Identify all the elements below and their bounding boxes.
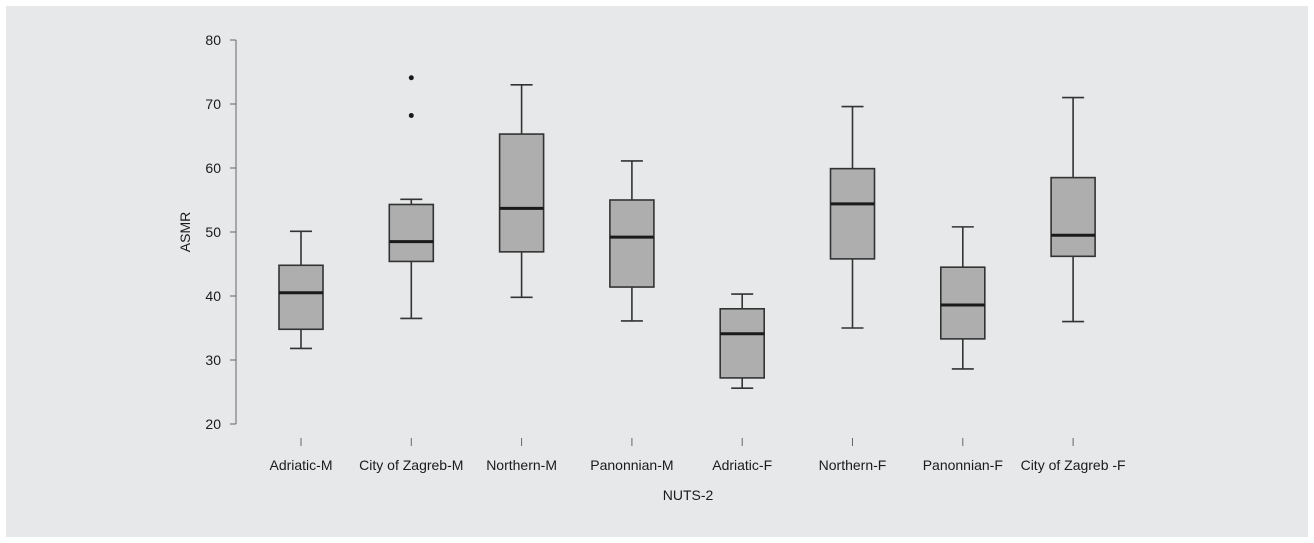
- y-tick-label: 40: [205, 288, 221, 304]
- y-axis: 20 30 40 50 60 70 80: [205, 32, 237, 432]
- iqr-box: [829, 167, 876, 260]
- x-tick-label: Adriatic-F: [712, 457, 772, 473]
- x-tick-label: Northern-M: [486, 457, 557, 473]
- x-tick-label: City of Zagreb-M: [359, 457, 463, 473]
- box-1: [278, 230, 324, 350]
- x-axis-label: NUTS-2: [663, 487, 714, 503]
- box-5: [719, 293, 766, 389]
- box-2: [388, 75, 435, 320]
- x-tick-label: Panonnian-M: [590, 457, 673, 473]
- y-axis-label: ASMR: [177, 212, 193, 252]
- iqr-box: [719, 307, 766, 379]
- y-tick-label: 60: [205, 160, 221, 176]
- y-tick-label: 70: [205, 96, 221, 112]
- iqr-box: [278, 264, 324, 331]
- box-6: [829, 105, 876, 329]
- x-tick-label: City of Zagreb -F: [1021, 457, 1126, 473]
- y-tick-label: 50: [205, 224, 221, 240]
- y-tick-label: 80: [205, 32, 221, 48]
- box-4: [609, 160, 655, 322]
- box-8: [1050, 96, 1096, 323]
- iqr-box: [609, 199, 655, 288]
- x-tick-label: Northern-F: [819, 457, 887, 473]
- x-axis: Adriatic-M City of Zagreb-M Northern-M Pano…: [269, 438, 1126, 473]
- outlier-point: [408, 75, 414, 81]
- box-7: [939, 226, 986, 370]
- y-tick-label: 20: [205, 416, 221, 432]
- chart-frame: [6, 6, 1308, 537]
- box-3: [498, 84, 545, 299]
- x-tick-label: Panonnian-F: [923, 457, 1003, 473]
- outlier-point: [408, 113, 414, 119]
- x-tick-label: Adriatic-M: [269, 457, 332, 473]
- iqr-box: [388, 203, 435, 263]
- iqr-box: [1050, 176, 1096, 258]
- y-tick-label: 30: [205, 352, 221, 368]
- iqr-box: [939, 266, 986, 340]
- iqr-box: [498, 133, 545, 253]
- box-series: [278, 75, 1096, 389]
